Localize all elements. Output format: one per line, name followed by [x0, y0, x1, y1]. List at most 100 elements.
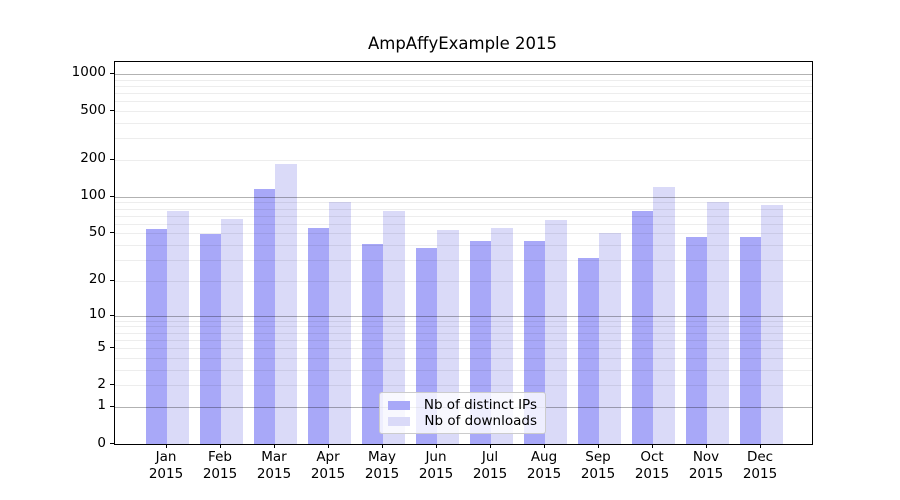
y-tick-label: 1000 — [71, 64, 106, 81]
bar-downloads-sep — [599, 233, 621, 444]
y-tick-label: 2 — [97, 375, 106, 392]
gridline-minor — [115, 138, 812, 140]
y-tick-mark — [110, 347, 114, 349]
gridline-minor — [115, 215, 812, 217]
y-tick-label: 200 — [80, 150, 106, 167]
x-tick-label-jan: Jan 2015 — [148, 449, 184, 482]
y-tick-label: 1 — [97, 397, 106, 414]
x-tick-label-apr: Apr 2015 — [310, 449, 346, 482]
y-tick-mark — [110, 405, 114, 407]
y-tick-label: 10 — [88, 306, 106, 323]
x-tick-mark — [166, 444, 167, 448]
x-tick-label-nov: Nov 2015 — [688, 449, 724, 482]
gridline-minor — [115, 385, 812, 387]
bar-ips-may — [361, 243, 383, 444]
gridline-minor — [115, 122, 812, 124]
x-tick-mark — [382, 444, 383, 448]
legend-swatch-downloads — [388, 416, 411, 426]
gridline-major — [115, 73, 812, 75]
chart-title: AmpAffyExample 2015 — [367, 34, 558, 53]
y-tick-mark — [110, 195, 114, 197]
x-tick-mark — [544, 444, 545, 448]
y-tick-label: 500 — [80, 101, 106, 118]
x-tick-mark — [274, 444, 275, 448]
gridline-minor — [115, 280, 812, 282]
gridline-minor — [115, 111, 812, 113]
gridline-minor — [115, 332, 812, 334]
bar-downloads-aug — [545, 220, 567, 444]
bar-downloads-jun — [437, 230, 459, 444]
gridline-minor — [115, 369, 812, 371]
y-tick-mark — [110, 110, 114, 112]
gridline-minor — [115, 260, 812, 262]
y-tick-mark — [110, 72, 114, 74]
gridline-minor — [115, 320, 812, 322]
legend-label-distinct-ips: Nb of distinct IPs — [423, 396, 537, 413]
x-tick-label-aug: Aug 2015 — [526, 449, 562, 482]
gridline-minor — [115, 208, 812, 210]
x-tick-mark — [652, 444, 653, 448]
y-tick-mark — [110, 443, 114, 444]
x-tick-label-oct: Oct 2015 — [634, 449, 670, 482]
gridline-minor — [115, 326, 812, 328]
y-tick-mark — [110, 384, 114, 386]
bar-ips-mar — [253, 189, 275, 444]
x-tick-mark — [598, 444, 599, 448]
y-tick-mark — [110, 232, 114, 234]
bar-downloads-nov — [707, 202, 729, 444]
y-tick-label: 100 — [80, 187, 106, 204]
gridline-minor — [115, 233, 812, 235]
x-tick-label-jun: Jun 2015 — [418, 449, 454, 482]
legend-swatch-distinct-ips — [387, 400, 410, 410]
y-tick-mark — [110, 158, 114, 160]
bar-downloads-dec — [761, 205, 783, 444]
x-tick-mark — [706, 444, 707, 448]
y-tick-label: 20 — [88, 271, 106, 288]
y-tick-label: 5 — [97, 338, 106, 355]
y-tick-label: 50 — [88, 223, 106, 240]
gridline-minor — [115, 79, 812, 81]
x-tick-mark — [490, 444, 491, 448]
legend-row-downloads: Nb of downloads — [385, 413, 537, 429]
gridline-minor — [115, 357, 812, 359]
x-tick-label-jul: Jul 2015 — [472, 449, 508, 482]
x-tick-label-dec: Dec 2015 — [742, 449, 778, 482]
gridline-minor — [115, 85, 812, 87]
x-tick-label-may: May 2015 — [364, 449, 400, 482]
x-tick-label-mar: Mar 2015 — [256, 449, 292, 482]
gridline-major — [115, 315, 812, 317]
legend-label-downloads: Nb of downloads — [424, 412, 537, 429]
bar-downloads-apr — [329, 202, 351, 444]
x-tick-mark — [760, 444, 761, 448]
gridline-major — [115, 196, 812, 198]
gridline-minor — [115, 93, 812, 95]
x-tick-label-feb: Feb 2015 — [202, 449, 238, 482]
y-tick-label: 0 — [97, 434, 106, 451]
legend-row-distinct-ips: Nb of distinct IPs — [385, 397, 537, 413]
gridline-minor — [115, 348, 812, 350]
bar-downloads-jan — [167, 210, 189, 444]
legend: Nb of distinct IPs Nb of downloads — [379, 392, 546, 434]
x-tick-mark — [328, 444, 329, 448]
bar-ips-dec — [739, 236, 761, 444]
bar-ips-nov — [685, 236, 707, 444]
bar-ips-sep — [577, 258, 599, 444]
x-tick-mark — [220, 444, 221, 448]
bar-downloads-jul — [491, 228, 513, 444]
bar-ips-jan — [145, 229, 167, 444]
plot-area — [114, 61, 813, 445]
gridline-minor — [115, 101, 812, 103]
bar-downloads-may — [383, 211, 405, 444]
x-tick-mark — [436, 444, 437, 448]
bar-ips-feb — [199, 234, 221, 444]
bar-downloads-feb — [221, 218, 243, 444]
gridline-minor — [115, 202, 812, 204]
gridline-minor — [115, 223, 812, 225]
x-tick-label-sep: Sep 2015 — [580, 449, 616, 482]
bar-ips-oct — [631, 210, 653, 444]
gridline-minor — [115, 245, 812, 247]
bar-ips-apr — [307, 228, 329, 444]
bar-downloads-oct — [653, 186, 675, 444]
y-tick-mark — [110, 314, 114, 316]
